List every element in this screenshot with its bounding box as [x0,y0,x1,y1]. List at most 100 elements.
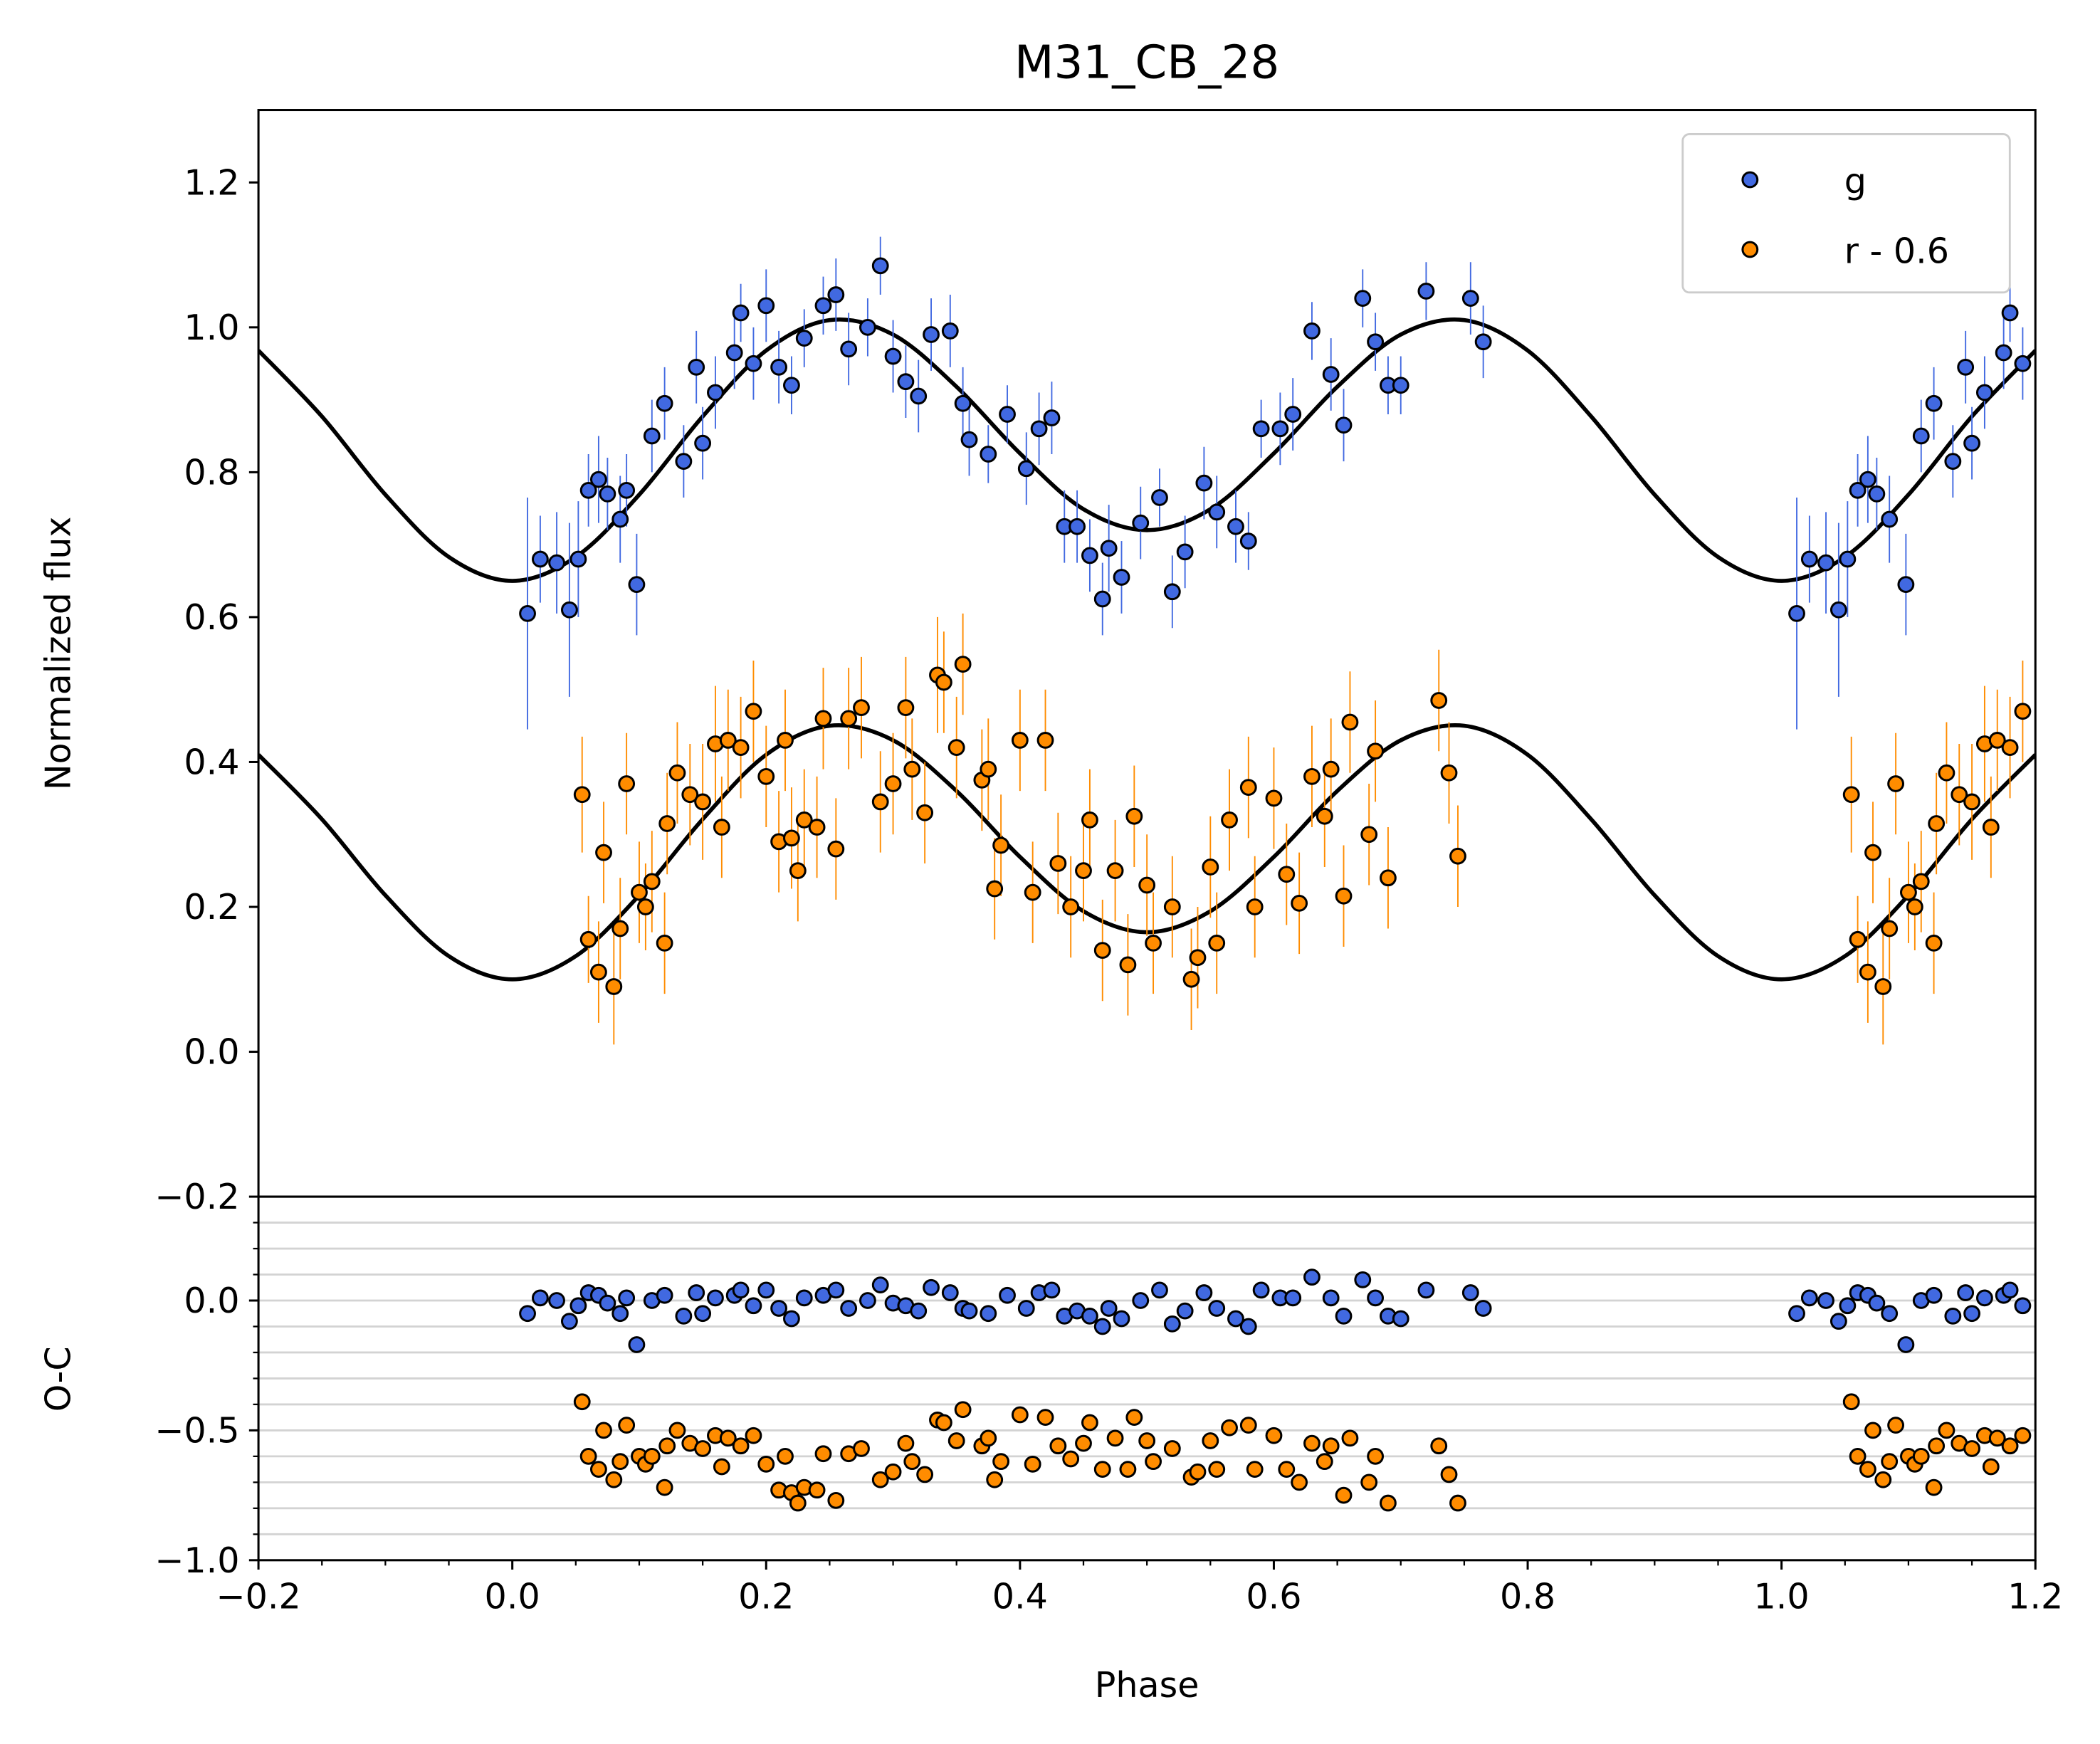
data-point [757,1455,775,1473]
data-point [1284,406,1302,423]
data-point [1221,811,1238,829]
data-point [1829,1313,1847,1330]
data-point [770,1300,788,1317]
data-point [814,710,832,727]
legend-box [1681,133,2011,294]
data-point [1043,1281,1061,1299]
data-point [1151,489,1168,506]
data-point [1354,290,1372,308]
data-point [1988,1429,2006,1447]
data-point [853,1440,870,1457]
y-tick-label: 0.4 [184,742,239,783]
data-point [694,434,712,452]
data-point [1963,1305,1980,1323]
data-point [1202,858,1219,876]
data-point [519,1305,536,1323]
data-point [916,804,934,821]
data-point [1859,471,1876,488]
y-tick-label: −1.0 [154,1540,239,1581]
plot-layer: −0.20.00.20.40.60.81.01.2 gr - 0.6−1.0−0.… [154,109,2063,1617]
data-point [611,1453,629,1471]
data-point [960,431,978,448]
data-point [1925,394,1943,412]
data-point [884,1463,902,1481]
plot-area [519,1268,2032,1512]
data-point [573,1393,591,1411]
data-point [658,1437,676,1455]
data-point [777,732,794,749]
data-point [1252,420,1270,438]
y-tick-label: 0.0 [184,1280,239,1321]
data-point [1788,1305,1805,1323]
data-point [814,1445,832,1463]
data-point [884,347,902,365]
data-point [656,1286,673,1304]
data-point [871,1276,889,1293]
data-point [531,550,549,568]
data-point [783,1310,800,1328]
data-point [2001,1437,2019,1455]
data-point [999,406,1016,423]
data-point [1881,510,1899,528]
data-point [789,1494,807,1512]
data-point [1367,1289,1385,1307]
data-point [827,286,845,303]
data-point [859,318,876,336]
data-point [1017,460,1035,478]
data-point [1081,1308,1098,1325]
data-point [599,1294,616,1312]
data-point [1975,1289,1993,1307]
data-point [1380,869,1397,887]
data-point [1963,793,1980,811]
data-point [1800,1289,1818,1307]
data-point [1417,283,1435,300]
data-point [1239,1417,1257,1434]
data-point [1925,1286,1943,1304]
data-point [1944,453,1962,470]
data-point [789,862,807,879]
data-point [1859,963,1876,981]
data-point [1849,930,1867,948]
data-point [618,1289,636,1307]
data-point [2014,703,2032,720]
data-point [707,1289,724,1307]
data-point [980,1305,997,1323]
x-tick-label: 0.0 [485,1576,540,1617]
data-point [1360,1474,1378,1491]
data-point [1897,576,1915,594]
data-point [1208,935,1226,952]
data-point [986,880,1004,898]
data-point [986,1471,1004,1488]
data-point [656,935,673,952]
data-point [999,1286,1016,1304]
data-point [636,898,654,915]
data-point [1881,920,1899,937]
data-point [579,1448,597,1465]
data-point [1322,760,1340,778]
data-point [954,1401,972,1419]
data-point [1239,1318,1257,1335]
data-point [1163,583,1181,601]
data-point [1030,420,1048,438]
x-tick-label: 1.0 [1754,1576,1810,1617]
data-point [2014,1297,2032,1315]
data-point [1278,1461,1296,1478]
data-point [1995,344,2012,362]
data-point [694,1305,712,1323]
data-point [897,1434,915,1452]
data-point [980,1429,997,1447]
data-point [713,1458,730,1476]
data-point [548,554,565,572]
data-point [1354,1271,1372,1288]
data-point [1938,1422,1955,1439]
data-point [2014,1427,2032,1444]
data-point [1176,1302,1194,1320]
panel: −1.0 −0.5 0.0 −0.2 0.0 0.2 0.4 0.6 0.8 1.0 1.2 [154,1195,2063,1617]
data-point [827,1281,845,1299]
data-point [573,786,591,804]
data-point [569,1297,587,1315]
data-point [757,297,775,315]
data-point [628,1336,646,1353]
data-point [935,673,952,691]
data-point [595,844,612,861]
